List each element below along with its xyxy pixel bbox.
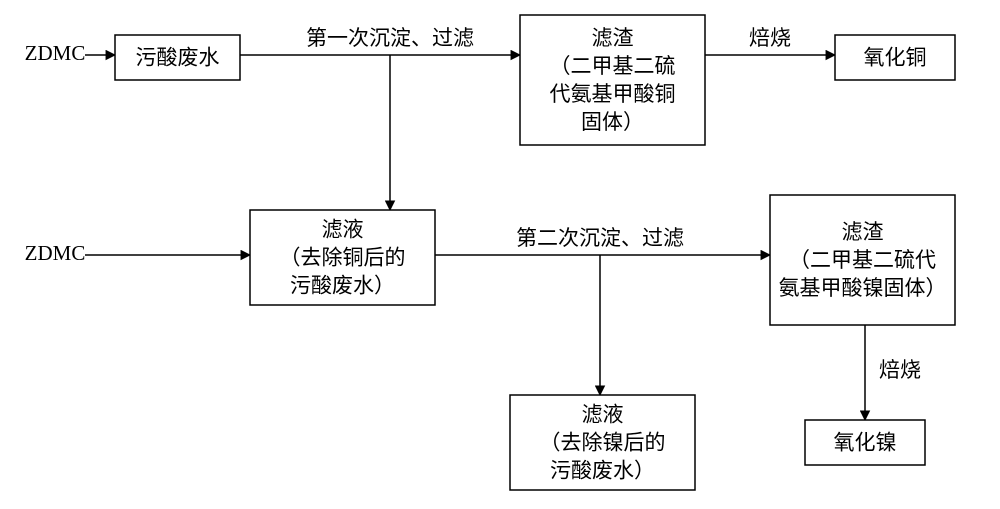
node-residue-1-line-3: 代氨基甲酸铜 [550, 82, 676, 106]
node-filtrate-2: 滤液 （去除镍后的 污酸废水） [510, 395, 695, 490]
node-filtrate-1: 滤液 （去除铜后的 污酸废水） [250, 210, 435, 305]
edge-label-roast-1: 焙烧 [749, 26, 791, 50]
input-zdmc-1: ZDMC [25, 41, 86, 65]
node-filtrate-1-line-3: 污酸废水） [290, 273, 395, 297]
node-nio-label: 氧化镍 [834, 430, 897, 454]
node-wastewater-label: 污酸废水 [136, 45, 220, 69]
node-residue-2-line-1: 滤渣 [842, 220, 884, 244]
node-cuo-label: 氧化铜 [864, 45, 927, 69]
input-zdmc-2: ZDMC [25, 241, 86, 265]
edge-label-second-precip: 第二次沉淀、过滤 [516, 226, 684, 250]
node-residue-1-line-4: 固体） [581, 110, 644, 134]
edge-label-first-precip: 第一次沉淀、过滤 [306, 26, 474, 50]
node-wastewater: 污酸废水 [115, 35, 240, 80]
node-residue-2-line-3: 氨基甲酸镍固体） [779, 276, 947, 300]
node-residue-2-line-2: （二甲基二硫代 [789, 248, 936, 272]
node-filtrate-2-line-2: （去除镍后的 [540, 430, 666, 454]
node-nio: 氧化镍 [805, 420, 925, 465]
edge-label-roast-2: 焙烧 [879, 358, 921, 382]
node-residue-1-line-1: 滤渣 [592, 26, 634, 50]
node-filtrate-1-line-1: 滤液 [322, 217, 364, 241]
node-residue-1-line-2: （二甲基二硫 [550, 54, 676, 78]
node-filtrate-2-line-3: 污酸废水） [550, 458, 655, 482]
node-residue-1: 滤渣 （二甲基二硫 代氨基甲酸铜 固体） [520, 15, 705, 145]
node-filtrate-1-line-2: （去除铜后的 [280, 245, 406, 269]
node-filtrate-2-line-1: 滤液 [582, 402, 624, 426]
node-residue-2: 滤渣 （二甲基二硫代 氨基甲酸镍固体） [770, 195, 955, 325]
node-cuo: 氧化铜 [835, 35, 955, 80]
